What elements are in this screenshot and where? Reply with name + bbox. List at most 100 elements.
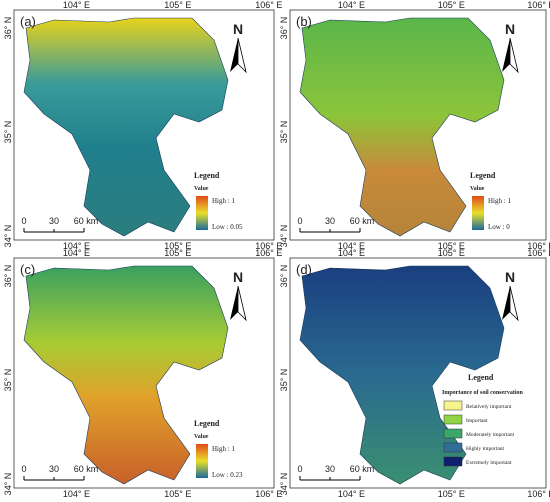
- legend-subtitle: Value: [470, 186, 485, 192]
- x-tick-label: 106° E: [527, 248, 550, 258]
- y-tick-label: 35° N: [279, 121, 289, 144]
- y-tick-label: 36° N: [3, 265, 13, 288]
- north-arrow: [502, 286, 510, 320]
- north-arrow: [237, 37, 247, 74]
- legend-subtitle: Importance of soil conservation: [442, 390, 523, 396]
- x-tick-label: 105° E: [164, 241, 191, 251]
- panel-frame: [289, 257, 547, 489]
- x-tick-label: 106° E: [255, 241, 282, 251]
- x-tick-label: 106° E: [255, 0, 282, 10]
- scale-label: 30: [325, 464, 335, 474]
- legend-low: Low : 0: [488, 223, 510, 231]
- scale-label: 60 km: [74, 464, 99, 474]
- scale-label: 0: [297, 216, 302, 226]
- legend-label: Moderately important: [466, 432, 515, 438]
- x-tick-label: 105° E: [438, 489, 465, 499]
- legend-label: Highly important: [466, 446, 505, 452]
- y-tick-label: 36° N: [279, 265, 289, 288]
- x-tick-label: 104° E: [63, 0, 90, 10]
- map-panel: (c) 104° E 105° E 106° E 104° E 105° E 106° E 3…: [3, 248, 282, 499]
- north-arrow: [230, 286, 238, 320]
- x-tick-label: 106° E: [527, 489, 550, 499]
- legend-label: Important: [466, 418, 488, 424]
- x-tick-label: 104° E: [63, 241, 90, 251]
- legend-swatch: [443, 456, 463, 467]
- north-arrow: [509, 285, 519, 322]
- legend-ramp: [196, 196, 208, 230]
- panel-label: (d): [296, 262, 312, 277]
- panel-frame: [13, 257, 275, 489]
- x-tick-label: 106° E: [255, 248, 282, 258]
- legend-high: High : 1: [212, 445, 235, 453]
- panel-frame: [289, 9, 547, 241]
- scale-label: 30: [325, 216, 335, 226]
- x-tick-label: 104° E: [338, 241, 365, 251]
- y-tick-label: 35° N: [3, 369, 13, 392]
- legend-ramp: [196, 444, 208, 478]
- scale-label: 60 km: [74, 216, 99, 226]
- legend-subtitle: Value: [194, 186, 209, 192]
- x-tick-label: 104° E: [338, 489, 365, 499]
- y-tick-label: 34° N: [3, 225, 13, 248]
- scale-label: 30: [49, 216, 59, 226]
- map-panel: (a) 104° E 105° E 106° E 104° E 105° E 106° E 3…: [3, 0, 282, 251]
- legend-high: High : 1: [488, 197, 511, 205]
- scale-bar: [23, 228, 85, 233]
- scale-label: 60 km: [350, 464, 375, 474]
- scale-label: 60 km: [350, 216, 375, 226]
- x-tick-label: 105° E: [438, 241, 465, 251]
- legend-swatch: [443, 442, 463, 453]
- y-tick-label: 35° N: [279, 369, 289, 392]
- north-arrow: [502, 38, 510, 72]
- north-label: N: [505, 269, 515, 285]
- x-tick-label: 105° E: [438, 0, 465, 10]
- scale-label: 0: [297, 464, 302, 474]
- scale-label: 0: [21, 464, 26, 474]
- x-tick-label: 105° E: [438, 248, 465, 258]
- panel-label: (a): [20, 14, 36, 29]
- legend-title: Legend: [194, 171, 220, 180]
- legend-swatch: [443, 400, 463, 411]
- north-label: N: [233, 269, 243, 285]
- legend-title: Legend: [470, 171, 496, 180]
- x-tick-label: 105° E: [164, 489, 191, 499]
- y-tick-label: 34° N: [279, 225, 289, 248]
- x-tick-label: 105° E: [164, 0, 191, 10]
- x-tick-label: 104° E: [338, 0, 365, 10]
- north-arrow: [237, 285, 247, 322]
- scale-bar: [299, 228, 361, 233]
- x-tick-label: 106° E: [527, 241, 550, 251]
- scale-label: 30: [49, 464, 59, 474]
- legend-label: Relatively important: [466, 404, 512, 410]
- y-tick-label: 34° N: [3, 473, 13, 496]
- legend-ramp: [472, 196, 484, 230]
- scale-bar: [23, 476, 85, 481]
- x-tick-label: 104° E: [63, 489, 90, 499]
- north-label: N: [505, 21, 515, 37]
- north-arrow: [509, 37, 519, 74]
- panel-label: (b): [296, 14, 312, 29]
- x-tick-label: 104° E: [63, 248, 90, 258]
- map-panel: (b) 104° E 105° E 106° E 104° E 105° E 106° E 3…: [279, 0, 550, 251]
- legend-title: Legend: [194, 419, 220, 428]
- y-tick-label: 36° N: [279, 17, 289, 40]
- y-tick-label: 35° N: [3, 121, 13, 144]
- scale-label: 0: [21, 216, 26, 226]
- legend-swatch: [443, 414, 463, 425]
- legend-subtitle: Value: [194, 434, 209, 440]
- y-tick-label: 36° N: [3, 17, 13, 40]
- x-tick-label: 106° E: [255, 489, 282, 499]
- legend-title: Legend: [468, 373, 494, 382]
- north-label: N: [233, 21, 243, 37]
- panel-frame: [13, 9, 275, 241]
- x-tick-label: 106° E: [527, 0, 550, 10]
- map-panel: (d) 104° E 105° E 106° E 104° E 105° E 106° E 3…: [279, 248, 550, 499]
- x-tick-label: 104° E: [338, 248, 365, 258]
- legend-low: Low : 0.23: [212, 471, 243, 479]
- legend-low: Low : 0.05: [212, 223, 243, 231]
- panel-label: (c): [20, 262, 35, 277]
- y-tick-label: 34° N: [279, 473, 289, 496]
- scale-bar: [299, 476, 361, 481]
- legend-label: Extremely important: [466, 460, 512, 466]
